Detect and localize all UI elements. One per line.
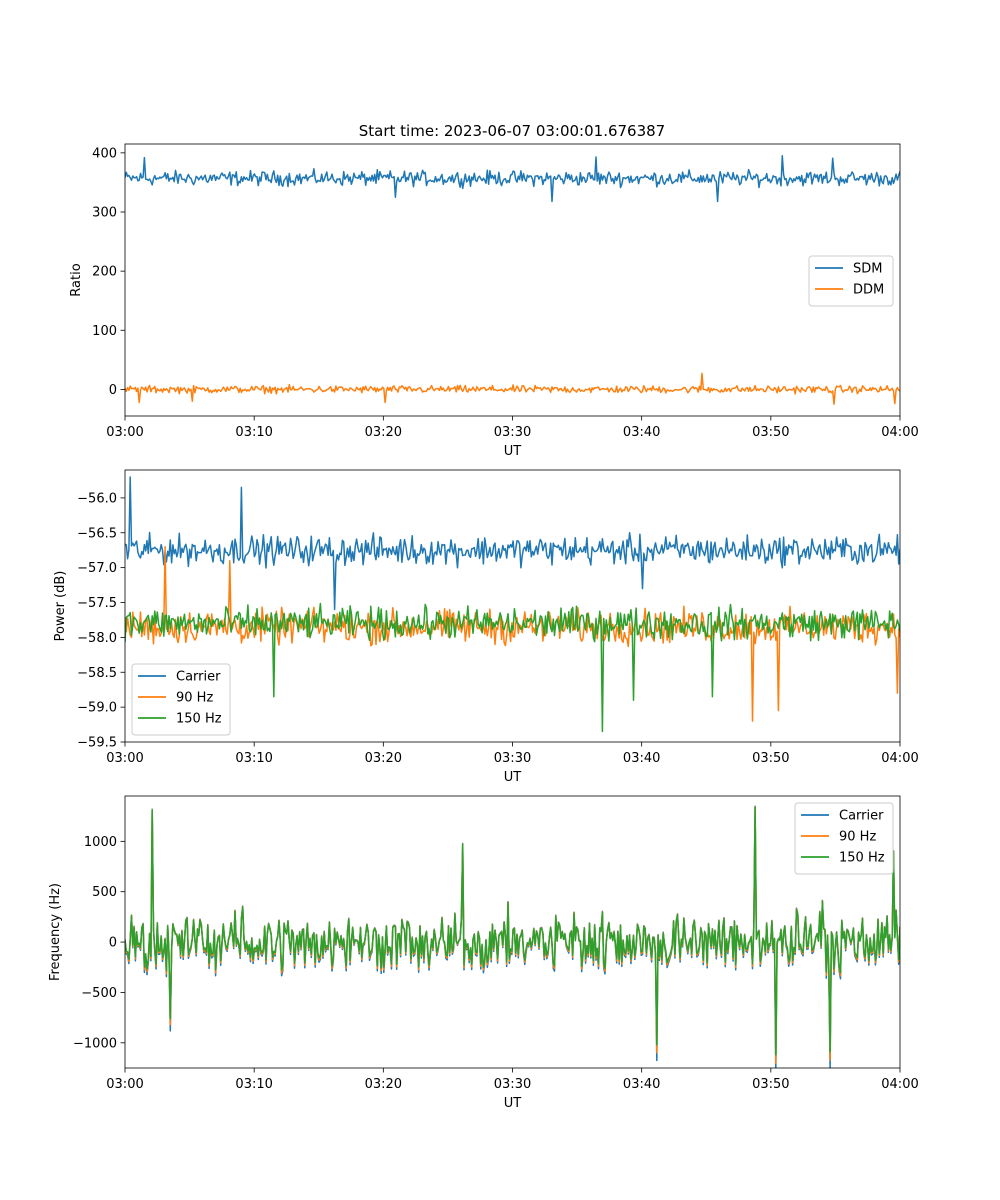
legend-entry: Carrier: [176, 670, 221, 685]
x-tick-label: 03:50: [752, 1077, 789, 1092]
x-tick-label: 03:10: [235, 751, 272, 766]
x-tick-label: 03:40: [623, 751, 660, 766]
x-tick-label: 03:50: [752, 425, 789, 440]
legend-entry: Carrier: [839, 809, 884, 824]
x-tick-label: 04:00: [881, 751, 918, 766]
axes-frame: [124, 143, 901, 417]
y-tick-label: 300: [92, 206, 117, 221]
y-tick-label: −1000: [73, 1036, 117, 1051]
x-tick-label: 03:00: [106, 425, 143, 440]
series-line-ddm: [125, 372, 900, 405]
x-tick-label: 03:10: [235, 425, 272, 440]
series-lines: [125, 476, 900, 733]
series-line-150-hz: [125, 806, 900, 1056]
y-tick-label: 500: [92, 885, 117, 900]
series-line-90-hz: [125, 545, 900, 722]
legend: Carrier 90 Hz 150 Hz: [794, 802, 894, 875]
x-tick-label: 04:00: [881, 1077, 918, 1092]
series-line-150-hz: [125, 602, 900, 733]
y-tick-label: 200: [92, 265, 117, 280]
series-lines: [125, 155, 900, 405]
x-tick-label: 03:40: [623, 1077, 660, 1092]
y-tick-label: −59.0: [77, 701, 117, 716]
series-line-sdm: [125, 155, 900, 203]
figure-title: Start time: 2023-06-07 03:00:01.676387: [359, 122, 665, 140]
y-tick-label: 0: [109, 383, 117, 398]
series-lines: [125, 805, 900, 1068]
legend-entry: DDM: [853, 283, 884, 298]
x-tick-label: 03:20: [365, 751, 402, 766]
y-axis-label: Frequency (Hz): [48, 883, 63, 981]
y-tick-label: 400: [92, 146, 117, 161]
y-tick-label: −57.0: [77, 561, 117, 576]
legend-entry: 90 Hz: [839, 830, 876, 845]
x-tick-label: 03:40: [623, 425, 660, 440]
x-tick-label: 03:10: [235, 1077, 272, 1092]
x-axis-label: UT: [504, 770, 522, 785]
chart-panel-2: 03:00 03:10 03:20 03:30 03:40 03:50 04:00 −59.5…: [53, 469, 919, 785]
series-line-carrier: [125, 476, 900, 611]
y-tick-label: −57.5: [77, 596, 117, 611]
legend: SDM DDM: [808, 255, 894, 307]
chart-panel-3: 03:00 03:10 03:20 03:30 03:40 03:50 04:00 −1000…: [48, 795, 919, 1111]
y-tick-label: 0: [109, 936, 117, 951]
panels: 03:00 03:10 03:20 03:30 03:40 03:50 04:00 0 100 2…: [48, 143, 919, 1111]
y-tick-label: −58.0: [77, 631, 117, 646]
x-axis-label: UT: [504, 444, 522, 459]
x-tick-label: 03:30: [494, 751, 531, 766]
y-tick-label: −500: [81, 986, 117, 1001]
x-tick-label: 03:20: [365, 1077, 402, 1092]
x-tick-label: 03:30: [494, 425, 531, 440]
x-tick-label: 03:00: [106, 1077, 143, 1092]
legend-entry: 90 Hz: [176, 691, 213, 706]
legend-entry: 150 Hz: [839, 851, 885, 866]
x-tick-label: 03:20: [365, 425, 402, 440]
y-tick-label: 1000: [84, 835, 117, 850]
x-tick-label: 04:00: [881, 425, 918, 440]
x-tick-label: 03:30: [494, 1077, 531, 1092]
legend: Carrier 90 Hz 150 Hz: [131, 663, 231, 736]
y-tick-label: −56.5: [77, 526, 117, 541]
y-axis-label: Ratio: [69, 263, 84, 296]
y-axis-label: Power (dB): [53, 571, 68, 642]
legend-entry: SDM: [853, 262, 882, 277]
chart-panel-1: 03:00 03:10 03:20 03:30 03:40 03:50 04:00 0 100 2…: [69, 143, 919, 459]
y-tick-label: −59.5: [77, 736, 117, 751]
y-tick-label: −58.5: [77, 666, 117, 681]
y-tick-label: −56.0: [77, 491, 117, 506]
y-tick-label: 100: [92, 324, 117, 339]
legend-entry: 150 Hz: [176, 712, 222, 727]
x-tick-label: 03:50: [752, 751, 789, 766]
x-axis-label: UT: [504, 1096, 522, 1111]
x-tick-label: 03:00: [106, 751, 143, 766]
